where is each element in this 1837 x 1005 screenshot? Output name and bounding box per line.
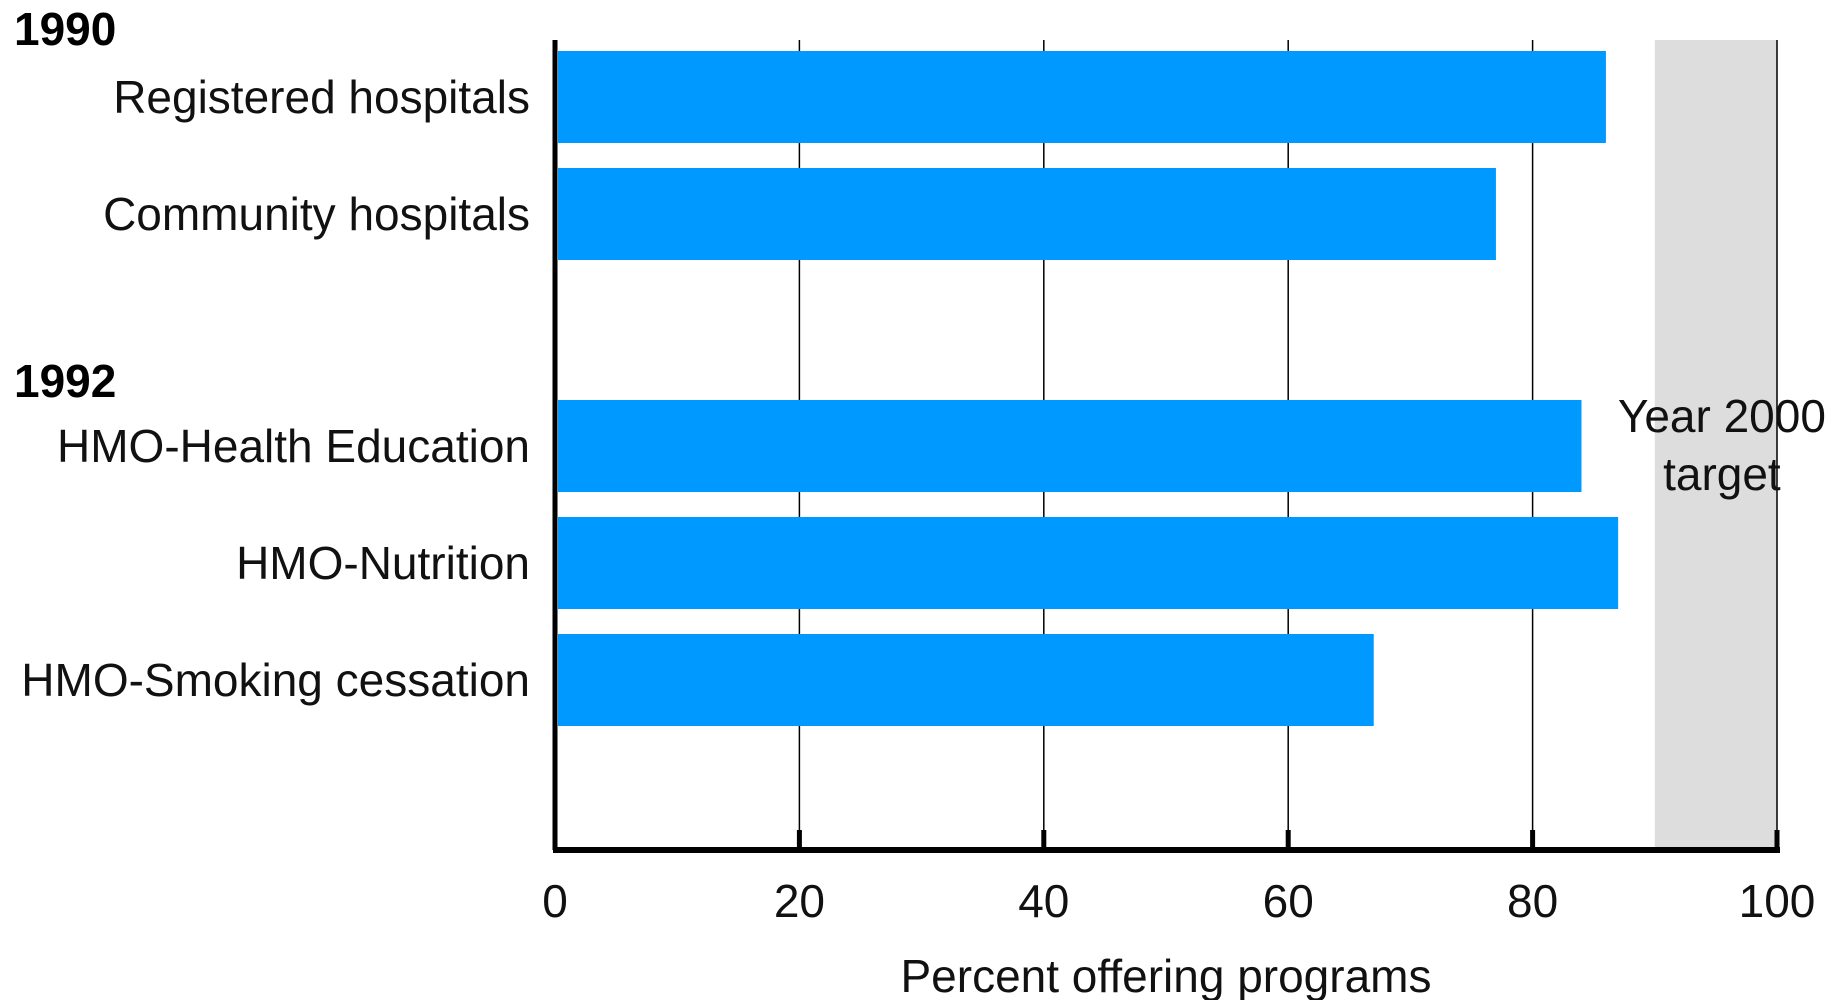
bar-community-hospitals [558,168,1496,260]
category-label-community-hospitals: Community hospitals [103,188,530,240]
category-label-hmo-health-education: HMO-Health Education [57,420,530,472]
x-tick-label-80: 80 [1507,875,1558,927]
bar-hmo-nutrition [558,517,1619,609]
group-label-1992: 1992 [14,355,116,407]
x-tick-label-0: 0 [542,875,568,927]
category-label-hmo-nutrition: HMO-Nutrition [236,537,530,589]
group-label-1990: 1990 [14,3,116,55]
x-tick-label-20: 20 [774,875,825,927]
category-label-registered-hospitals: Registered hospitals [113,71,530,123]
x-tick-label-40: 40 [1018,875,1069,927]
category-label-hmo-smoking-cessation: HMO-Smoking cessation [21,654,530,706]
target-label-line2: target [1663,448,1781,500]
bar-hmo-smoking-cessation [558,634,1374,726]
x-tick-label-100: 100 [1739,875,1816,927]
bar-hmo-health-education [558,400,1582,492]
target-label-line1: Year 2000 [1618,390,1826,442]
x-tick-label-60: 60 [1263,875,1314,927]
x-axis-title: Percent offering programs [901,950,1432,1000]
bar-registered-hospitals [558,51,1606,143]
target-band [1654,40,1777,850]
